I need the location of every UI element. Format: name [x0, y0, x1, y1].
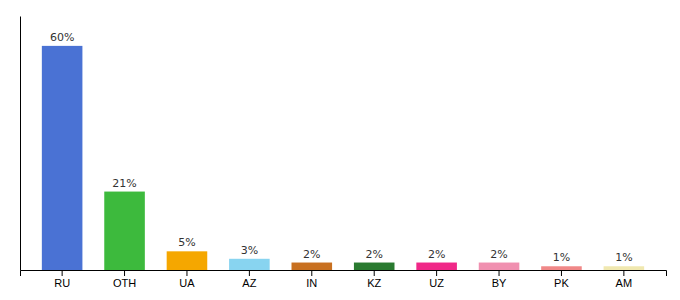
x-tick: IN [306, 270, 317, 289]
x-tick: AZ [242, 270, 256, 289]
x-tick-label: AM [616, 277, 633, 289]
x-tick-label: KZ [367, 277, 381, 289]
x-tick-mark [62, 270, 63, 276]
data-label: 1% [553, 251, 570, 264]
data-label: 2% [490, 248, 507, 261]
bar [479, 263, 520, 270]
data-label: 3% [241, 244, 258, 257]
x-tick-mark [436, 270, 437, 276]
x-tick-mark [311, 270, 312, 276]
plot: 60% 21% 5% 3% 2% 2% 2% 2% 1% 1% RU OTH UA AZ IN KZ UZ BY P… [21, 17, 667, 289]
chart: 60% 21% 5% 3% 2% 2% 2% 2% 1% 1% RU OTH UA AZ IN KZ UZ BY P… [0, 0, 680, 300]
data-label: 2% [428, 248, 445, 261]
x-tick-label: PK [554, 277, 569, 289]
y-axis [20, 17, 21, 271]
x-tick-mark [561, 270, 562, 276]
bar [292, 263, 333, 270]
x-tick-mark [623, 270, 624, 276]
x-tick-label: AZ [242, 277, 256, 289]
bar [541, 266, 582, 270]
bar [604, 266, 645, 270]
x-axis: RU OTH UA AZ IN KZ UZ BY PK AM [21, 270, 667, 289]
x-tick-mark [186, 270, 187, 276]
data-label: 1% [615, 251, 632, 264]
x-tick-label: RU [54, 277, 70, 289]
x-tick: UA [179, 270, 195, 289]
x-tick: OTH [113, 270, 136, 289]
bar [167, 251, 208, 270]
x-tick-label: OTH [113, 277, 136, 289]
bar [416, 263, 457, 270]
data-label: 5% [178, 236, 195, 249]
x-axis-line [21, 271, 667, 277]
bar [42, 46, 83, 270]
x-tick-mark [499, 270, 500, 276]
bar [229, 259, 270, 270]
x-tick: PK [554, 270, 569, 289]
x-tick: AM [616, 270, 633, 289]
bar [354, 263, 395, 270]
x-tick: RU [54, 270, 70, 289]
x-tick: UZ [429, 270, 444, 289]
x-tick-label: UA [179, 277, 195, 289]
bar [104, 192, 145, 270]
data-label: 2% [303, 248, 320, 261]
data-labels: 60% 21% 5% 3% 2% 2% 2% 2% 1% 1% [50, 31, 633, 264]
x-tick: BY [492, 270, 507, 289]
x-tick-label: UZ [429, 277, 444, 289]
data-label: 21% [112, 177, 136, 190]
x-tick-mark [124, 270, 125, 276]
x-tick-mark [374, 270, 375, 276]
data-label: 60% [50, 31, 74, 44]
x-tick: KZ [367, 270, 381, 289]
x-tick-label: IN [306, 277, 317, 289]
bars [42, 46, 644, 270]
x-tick-mark [249, 270, 250, 276]
x-tick-label: BY [492, 277, 507, 289]
data-label: 2% [365, 248, 382, 261]
y-axis-line [20, 17, 21, 271]
